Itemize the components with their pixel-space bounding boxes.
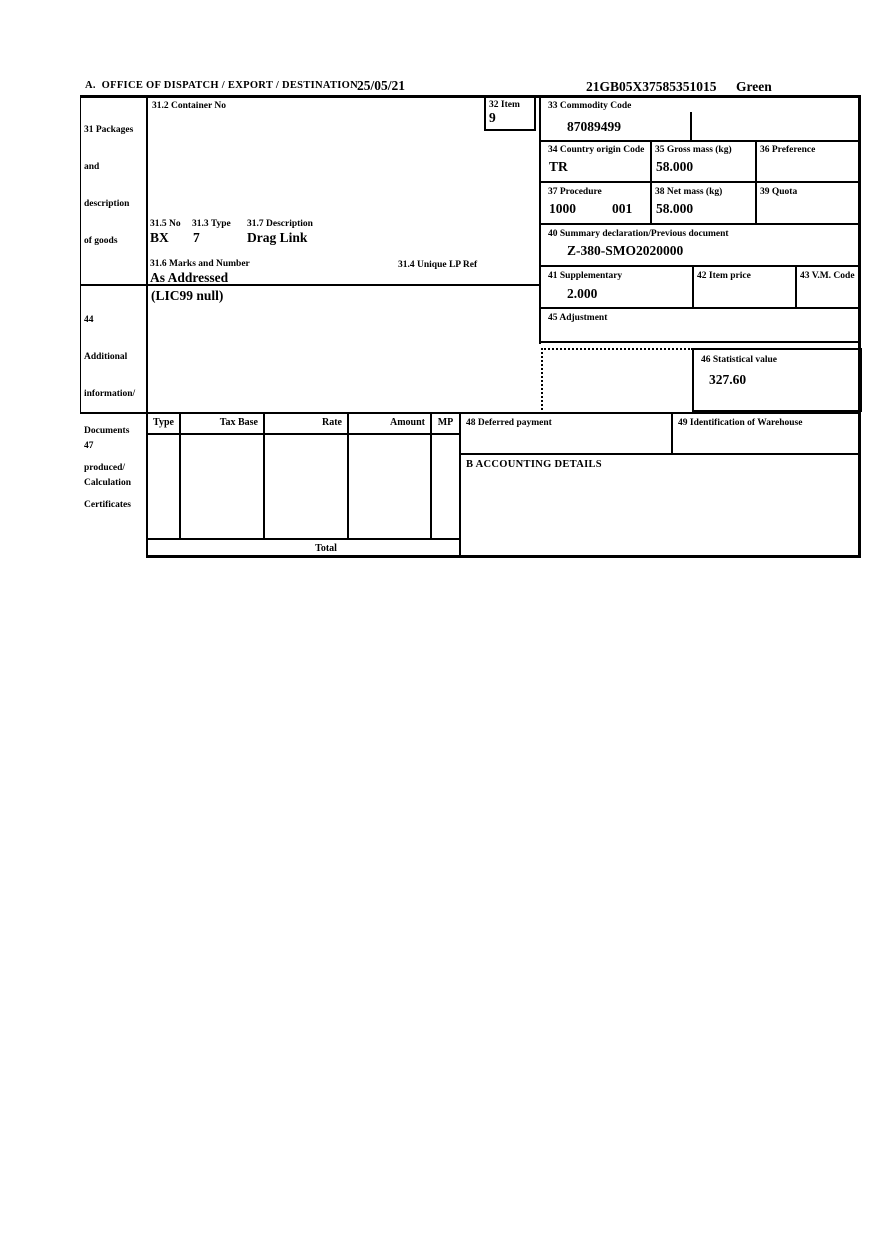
movement-reference-number: 21GB05X37585351015 xyxy=(586,79,717,94)
identification-of-warehouse-label: 49 Identification of Warehouse xyxy=(678,418,803,428)
deferred-payment-label: 48 Deferred payment xyxy=(466,418,552,428)
packages-type-value: 7 xyxy=(193,230,200,245)
box42-43-divider xyxy=(795,265,797,309)
packages-no-label: 31.5 No xyxy=(150,219,181,229)
packages-description-value: Drag Link xyxy=(247,230,308,245)
packages-no-value: BX xyxy=(150,230,169,245)
label-line: description xyxy=(84,199,130,209)
box45-bottom-line xyxy=(539,341,861,343)
marks-and-number-value: As Addressed xyxy=(150,270,229,285)
box33-bottom-line xyxy=(539,140,861,142)
gross-mass-label: 35 Gross mass (kg) xyxy=(655,145,732,155)
supplementary-label: 41 Supplementary xyxy=(548,271,623,281)
additional-information-value: (LIC99 null) xyxy=(151,288,224,303)
calc-header-mp: MP xyxy=(437,417,454,428)
section-a-title: A. OFFICE OF DISPATCH / EXPORT / DESTINA… xyxy=(85,80,359,91)
summary-declaration-value: Z-380-SMO2020000 xyxy=(567,243,684,258)
commodity-code-value: 87089499 xyxy=(567,119,621,134)
form-bottom-border xyxy=(146,555,861,558)
calc-table-bottom-line xyxy=(146,538,461,540)
calc-col4-divider xyxy=(430,412,432,540)
label-line: 44 xyxy=(84,315,94,325)
preference-column-divider xyxy=(755,140,757,225)
country-origin-code-value: TR xyxy=(549,159,568,174)
statistical-value-label: 46 Statistical value xyxy=(701,355,777,365)
packages-type-label: 31.3 Type xyxy=(192,219,231,229)
box31-bottom-line xyxy=(80,284,541,286)
adjustment-label: 45 Adjustment xyxy=(548,313,608,323)
label-line: and xyxy=(84,162,100,172)
form-top-border xyxy=(80,95,861,98)
item-value: 9 xyxy=(489,110,496,125)
adjustment-dotted-top-line xyxy=(541,348,693,350)
calc-header-bottom-line xyxy=(146,433,461,435)
calc-col2-divider xyxy=(263,412,265,540)
calc-header-amount: Amount xyxy=(389,417,425,428)
label-line: produced/ xyxy=(84,463,126,473)
row47-top-line xyxy=(80,412,861,414)
calc-right-border xyxy=(459,412,461,558)
item-price-label: 42 Item price xyxy=(697,271,751,281)
label-line: of goods xyxy=(84,236,118,246)
calc-col3-divider xyxy=(347,412,349,540)
label-line: 47 xyxy=(84,441,94,451)
supplementary-value: 2.000 xyxy=(567,286,598,301)
calc-header-rate: Rate xyxy=(322,417,342,428)
row34-bottom-line xyxy=(539,181,861,183)
label-line: Documents xyxy=(84,426,130,436)
box48-bottom-line xyxy=(459,453,861,455)
label-line: information/ xyxy=(84,389,136,399)
calc-total-label: Total xyxy=(315,543,337,554)
label-line: Certificates xyxy=(84,500,131,510)
procedure-value-2: 001 xyxy=(612,201,633,216)
calc-header-tax-base: Tax Base xyxy=(219,417,258,428)
vm-code-label: 43 V.M. Code xyxy=(800,271,855,281)
box44-label: 44 Additional information/ Documents pro… xyxy=(84,290,135,536)
box48-49-divider xyxy=(671,412,673,455)
box47-label: 47 Calculation xyxy=(84,416,131,514)
procedure-label: 37 Procedure xyxy=(548,187,602,197)
box41-42-divider xyxy=(692,265,694,309)
commodity-code-divider xyxy=(690,112,692,142)
calc-col1-divider xyxy=(179,412,181,540)
accounting-details-label: B ACCOUNTING DETAILS xyxy=(466,459,602,470)
container-no-label: 31.2 Container No xyxy=(152,101,226,111)
statistical-value-box: 46 Statistical value 327.60 xyxy=(692,348,862,412)
adjustment-dotted-left-line xyxy=(541,348,543,410)
commodity-code-label: 33 Commodity Code xyxy=(548,101,632,111)
item-label: 32 Item xyxy=(489,100,520,110)
label-line: 31 Packages xyxy=(84,125,134,135)
item-number-box: 32 Item 9 xyxy=(484,97,536,131)
procedure-value: 1000 xyxy=(549,201,576,216)
header-date: 25/05/21 xyxy=(357,78,406,93)
country-origin-code-label: 34 Country origin Code xyxy=(548,145,645,155)
gross-mass-value: 58.000 xyxy=(656,159,694,174)
calc-header-type: Type xyxy=(153,417,174,428)
box40-bottom-line xyxy=(539,265,861,267)
marks-and-number-label: 31.6 Marks and Number xyxy=(150,259,250,269)
label-line: Calculation xyxy=(84,478,131,488)
net-mass-label: 38 Net mass (kg) xyxy=(655,187,723,197)
row37-bottom-line xyxy=(539,223,861,225)
mass-column-divider xyxy=(650,140,652,225)
preference-label: 36 Preference xyxy=(760,145,816,155)
box31-label: 31 Packages and description of goods xyxy=(84,100,133,272)
right-column-left-border xyxy=(539,95,541,344)
label-column-separator xyxy=(146,95,148,558)
packages-description-label: 31.7 Description xyxy=(247,219,313,229)
statistical-value: 327.60 xyxy=(709,372,747,387)
net-mass-value: 58.000 xyxy=(656,201,694,216)
routing-status: Green xyxy=(736,79,772,94)
unique-lp-ref-label: 31.4 Unique LP Ref xyxy=(398,260,478,270)
label-line: Additional xyxy=(84,352,128,362)
form-left-border xyxy=(80,95,81,414)
summary-declaration-label: 40 Summary declaration/Previous document xyxy=(548,229,729,239)
row41-bottom-line xyxy=(539,307,861,309)
form-right-border xyxy=(858,95,861,558)
quota-label: 39 Quota xyxy=(760,187,798,197)
